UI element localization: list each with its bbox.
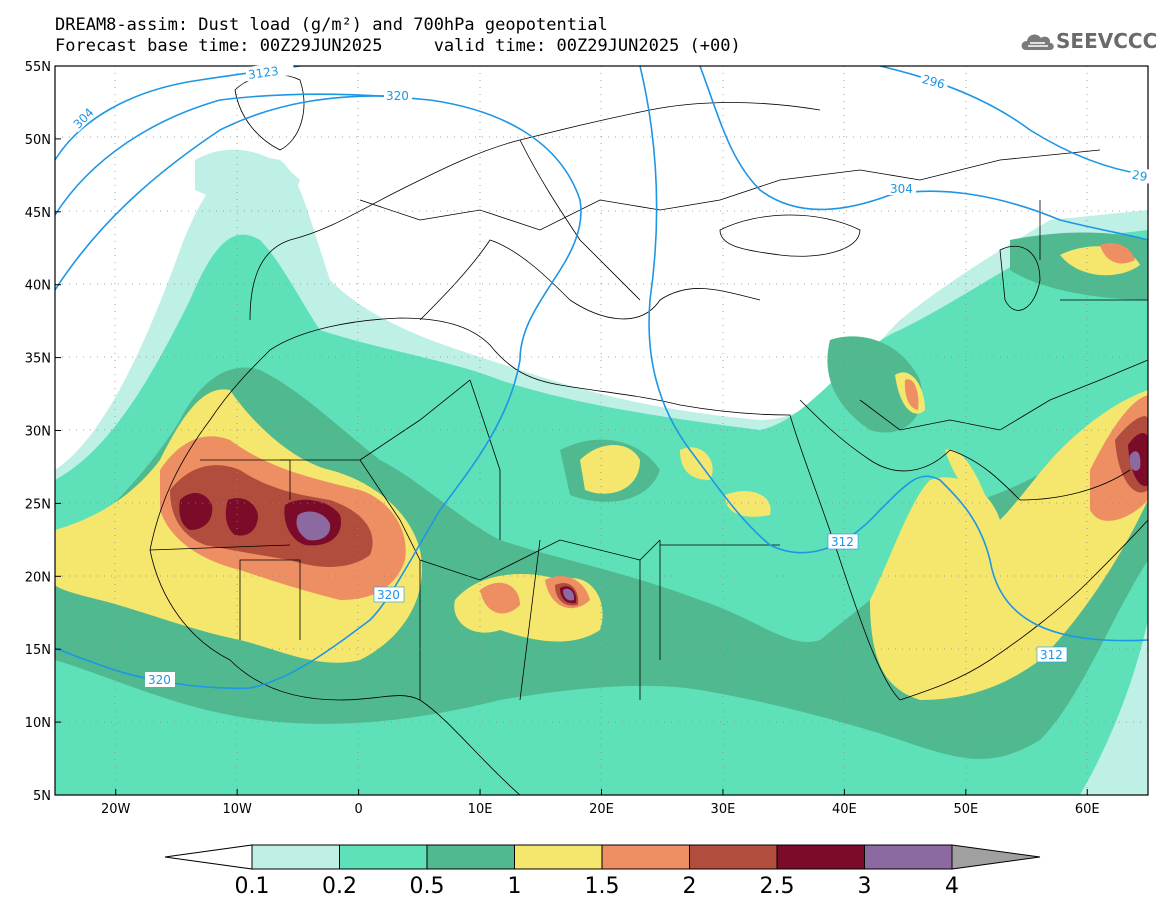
contour-label: 29 [1131,168,1148,184]
contour-label: 312 [831,535,854,549]
contour-label: 320 [386,89,409,103]
lat-tick-label: 20N [25,570,51,585]
lat-tick-label: 15N [25,643,51,658]
lon-tick-label: 20W [101,802,131,817]
colorbar-tick-label: 0.5 [410,874,445,899]
dust-field-3 [296,451,1141,601]
map-plot-area [55,66,1148,795]
contour-label: 3123 [247,64,279,82]
lat-tick-label: 30N [25,425,51,440]
colorbar-segment [689,844,778,870]
logo-text: SEEVCCC [1056,29,1158,53]
lat-axis: 55N 50N 45N 40N 35N 30N 25N 20N 15N 10N 5N [25,60,61,804]
lon-axis: 20W 10W 0 10E 20E 30E 40E 50E 60E [101,789,1100,817]
colorbar-segment [776,844,865,870]
colorbar-segment [426,844,515,870]
graticule [55,66,1148,795]
colorbar-max-arrow [951,844,1041,870]
lat-tick-label: 10N [25,716,51,731]
lat-tick-label: 40N [25,279,51,294]
lon-tick-label: 30E [711,802,736,817]
lat-tick-label: 45N [25,206,51,221]
title-line-2: Forecast base time: 00Z29JUN2025 valid t… [55,36,741,56]
colorbar-segment [251,844,340,870]
lon-tick-label: 20E [589,802,614,817]
contour-label: 296 [921,72,947,91]
lon-tick-label: 10W [222,802,252,817]
colorbar: 0.1 0.2 0.5 1 1.5 2 2.5 3 4 [164,844,1041,899]
contour-label: 320 [377,588,400,602]
lon-tick-label: 40E [832,802,857,817]
lon-tick-label: 60E [1075,802,1100,817]
lat-tick-label: 35N [25,352,51,367]
contour-label: 304 [890,182,913,196]
colorbar-tick-label: 1.5 [585,874,620,899]
lon-tick-label: 0 [354,802,362,817]
contour-label: 312 [1040,648,1063,662]
contour-label-group: 304 3123 320 296 304 29 312 320 312 320 [68,60,1152,687]
colorbar-tick-label: 2.5 [760,874,795,899]
colorbar-min-arrow [164,844,253,870]
lat-tick-label: 55N [25,60,51,75]
colorbar-tick-label: 1 [508,874,522,899]
lat-tick-label: 50N [25,133,51,148]
colorbar-tick-label: 0.1 [235,874,270,899]
cloud-logo-icon [1021,34,1054,50]
colorbar-segment [514,844,603,870]
coastlines-borders [149,74,1148,795]
contour-label: 320 [148,673,171,687]
lon-tick-label: 50E [953,802,978,817]
title-line-1: DREAM8-assim: Dust load (g/m²) and 700hP… [55,15,608,35]
lat-tick-label: 25N [25,497,51,512]
lon-tick-label: 10E [468,802,493,817]
colorbar-tick-label: 3 [858,874,872,899]
colorbar-segment [339,844,428,870]
colorbar-segment [864,844,953,870]
lat-tick-label: 5N [33,789,51,804]
colorbar-segment [601,844,690,870]
colorbar-tick-label: 0.2 [322,874,357,899]
colorbar-tick-label: 2 [683,874,697,899]
colorbar-tick-label: 4 [945,874,959,899]
